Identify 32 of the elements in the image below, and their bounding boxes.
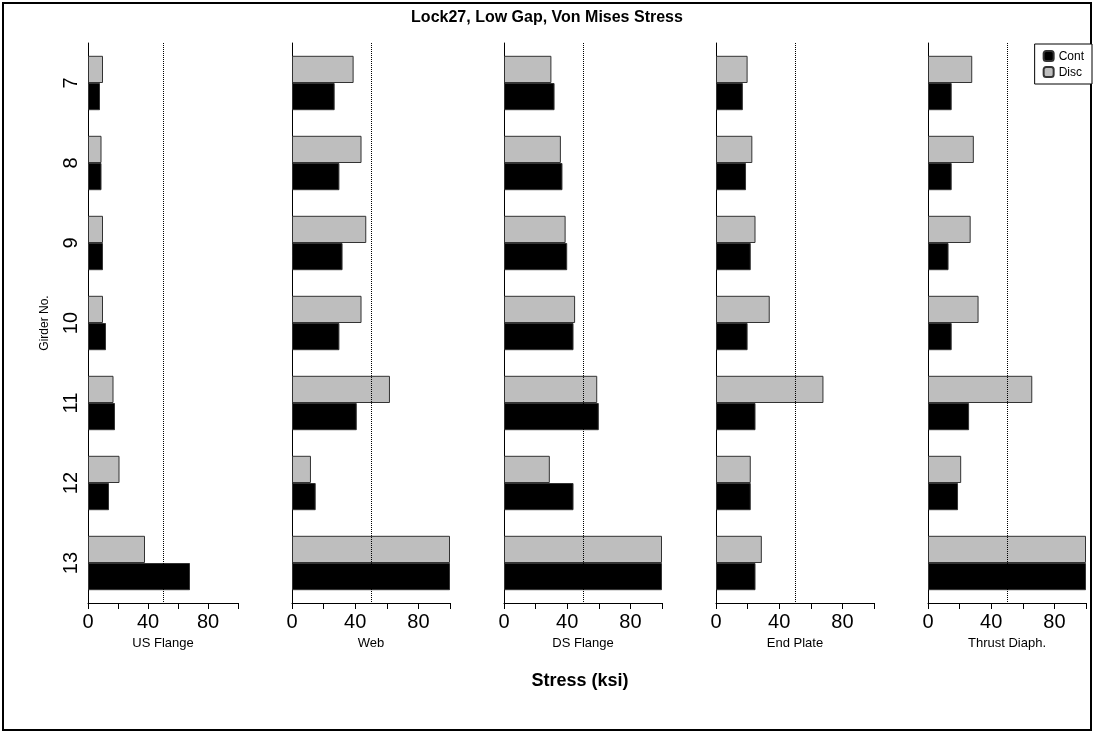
x-tick-label: 40 (344, 610, 367, 632)
x-tick-label: 80 (1043, 610, 1066, 632)
x-tick-label: 0 (498, 610, 510, 632)
x-tick-label: 80 (196, 610, 220, 632)
y-tick-label: 10 (59, 311, 81, 335)
chart-title: Lock27, Low Gap, Von Mises Stress (410, 8, 684, 26)
x-tick-label: 40 (136, 610, 160, 632)
y-axis-title: Girder No. (37, 295, 51, 351)
x-tick-label: 80 (831, 610, 854, 632)
x-tick-label: 0 (82, 610, 94, 632)
y-tick-label: 8 (59, 157, 81, 169)
legend-label: Cont (1058, 49, 1085, 63)
x-tick-label: 80 (407, 610, 430, 632)
y-tick-label: 12 (59, 471, 81, 495)
y-tick-label: 11 (59, 392, 81, 414)
x-axis-title: Web (357, 634, 385, 650)
text: Stress (ksi) (530, 670, 630, 691)
y-tick-label: 9 (59, 237, 81, 249)
y-tick-label: 13 (59, 551, 81, 575)
x-tick-label: 40 (980, 610, 1003, 632)
x-tick-label: 0 (710, 610, 722, 632)
x-axis-title: DS Flange (552, 634, 614, 650)
x-tick-label: 80 (619, 610, 642, 632)
x-axis-title: End Plate (766, 634, 824, 650)
x-tick-label: 40 (768, 610, 791, 632)
x-axis-title: Thrust Diaph. (967, 634, 1047, 650)
x-axis-title: US Flange (132, 634, 194, 650)
legend-label: Disc (1058, 65, 1082, 79)
y-tick-label: 7 (59, 77, 81, 89)
x-tick-label: 40 (556, 610, 579, 632)
x-tick-label: 0 (286, 610, 298, 632)
x-tick-label: 0 (922, 610, 934, 632)
